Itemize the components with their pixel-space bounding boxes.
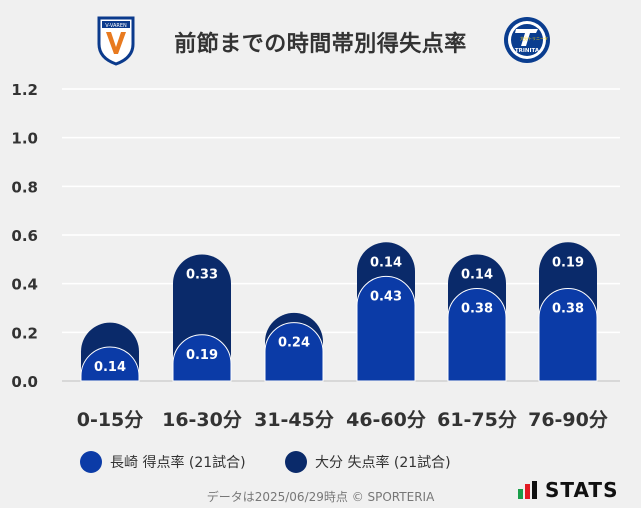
bars: 0.14 0.19 0.33 0.24 0.43 0.14 0.38 0.14 0.38 0.19	[80, 242, 598, 382]
y-tick-label: 0.4	[11, 276, 38, 294]
data-label-conceded: 0.14	[370, 255, 402, 270]
x-tick-label: 76-90分	[528, 409, 608, 431]
x-tick-label: 0-15分	[77, 409, 144, 431]
y-axis-ticks: 0.0 0.2 0.4 0.6 0.8 1.0 1.2	[11, 81, 38, 391]
data-label-scored: 0.38	[461, 302, 493, 317]
legend-conceded: 大分 失点率 (21試合)	[285, 451, 451, 473]
x-tick-label: 31-45分	[254, 409, 334, 431]
data-label-scored: 0.14	[94, 360, 126, 375]
footer-note: データは2025/06/29時点 © SPORTERIA	[206, 490, 435, 504]
bar-scored	[264, 322, 324, 382]
data-label-scored: 0.38	[552, 302, 584, 317]
y-tick-label: 0.6	[11, 227, 38, 245]
stats-mark-icon	[518, 481, 540, 499]
logo-right-text: TRINITA	[515, 48, 540, 54]
x-axis-labels: 0-15分 16-30分 31-45分 46-60分 61-75分 76-90分	[77, 409, 608, 431]
x-tick-label: 61-75分	[437, 409, 517, 431]
legend-conceded-label: 大分 失点率 (21試合)	[315, 455, 451, 471]
data-label-conceded: 0.33	[186, 267, 218, 282]
trinita-emblem: 大分トリニータ TRINITA	[504, 17, 550, 63]
y-tick-label: 1.0	[11, 130, 38, 148]
gridlines	[62, 88, 620, 382]
x-tick-label: 46-60分	[346, 409, 426, 431]
bar-scored	[447, 288, 507, 382]
data-label-scored: 0.43	[370, 289, 402, 304]
data-label-conceded: 0.14	[461, 267, 493, 282]
legend-conceded-swatch	[285, 451, 307, 473]
y-tick-label: 0.0	[11, 373, 38, 391]
legend-scored-swatch	[80, 451, 102, 473]
bar-scored	[356, 275, 416, 382]
stats-logo: STATS	[518, 478, 618, 502]
x-tick-label: 16-30分	[162, 409, 242, 431]
page-title: 前節までの時間帯別得失点率	[174, 32, 467, 57]
stacked-bar-chart: 0.00.20.40.60.81.01.2 0.140.190.330.240.…	[11, 81, 620, 431]
y-tick-label: 1.2	[11, 81, 38, 99]
stats-wordmark: STATS	[545, 478, 619, 502]
logo-right-sub: 大分トリニータ	[520, 35, 548, 41]
legend-scored: 長崎 得点率 (21試合)	[80, 451, 246, 473]
y-tick-label: 0.8	[11, 178, 38, 196]
legend-scored-label: 長崎 得点率 (21試合)	[110, 455, 246, 471]
bar-scored	[538, 288, 598, 382]
y-tick-label: 0.2	[11, 324, 38, 342]
bar-scored	[172, 334, 232, 382]
bar-scored	[80, 346, 140, 382]
data-label-conceded: 0.19	[552, 255, 584, 270]
data-label-scored: 0.24	[278, 336, 310, 351]
data-label-scored: 0.19	[186, 348, 218, 363]
logo-left-text: V-VAREN	[105, 23, 127, 29]
v-varen-emblem: V-VAREN	[97, 16, 135, 66]
